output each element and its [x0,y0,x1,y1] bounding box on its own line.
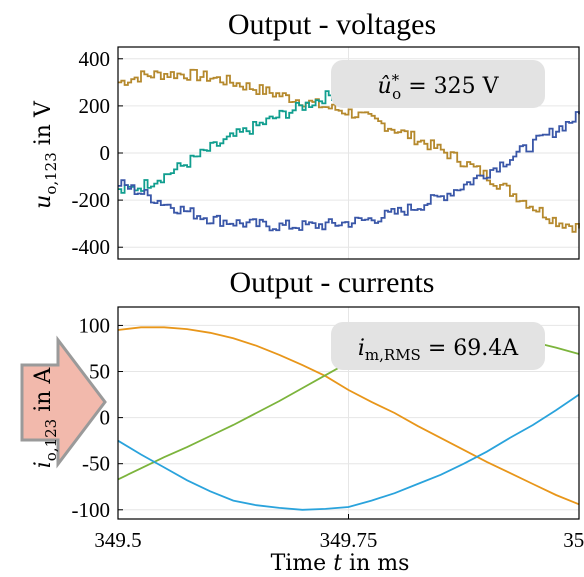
y-tick-label: 100 [79,313,111,337]
voltage-series-line [118,87,350,194]
x-tick-label: 350 [563,528,584,552]
voltage-series-group [118,68,580,233]
voltage-panel: Output - voltages 400 200 0 -200 -400 uo,123… [31,8,580,260]
y-tick-label: 400 [79,47,111,71]
y-tick-label: -50 [82,452,110,476]
current-ylabel: io,123 in A [31,367,60,469]
voltage-annotation: û* o = 325 V [378,71,500,103]
y-tick-label: -200 [72,188,111,212]
voltage-chart-title: Output - voltages [228,8,436,41]
x-tick-label: 349.5 [94,528,141,552]
x-tick-label: 349.75 [320,528,378,552]
current-xlabel: Time t in ms [271,551,410,576]
current-xticks: 349.5 349.75 350 [94,514,584,552]
y-tick-label: 200 [79,94,111,118]
voltage-yticks: 400 200 0 -200 -400 [72,47,123,259]
arrow-shape [20,335,107,469]
current-series-line [117,393,580,511]
voltage-series-line [118,68,580,233]
current-chart-title: Output - currents [230,266,435,299]
current-yticks: 100 50 0 -50 -100 [72,313,123,522]
voltage-ylabel: uo,123 in V [31,100,60,209]
current-grid [118,307,579,519]
y-tick-label: 50 [89,360,110,384]
y-tick-label: 0 [100,141,111,165]
current-annotation-box: im,RMS = 69.4A [331,322,545,370]
voltage-grid [118,47,579,259]
current-series-line [117,326,580,506]
y-tick-label: 0 [100,406,111,430]
current-annotation: im,RMS = 69.4A [358,336,519,364]
y-tick-label: -400 [72,235,111,259]
voltage-annotation-box: û* o = 325 V [331,60,545,108]
y-tick-label: -100 [72,498,111,522]
voltage-series-line [118,111,580,232]
